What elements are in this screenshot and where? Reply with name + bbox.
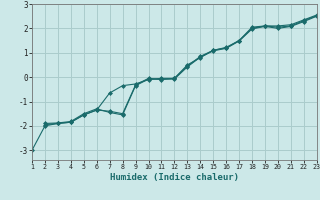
X-axis label: Humidex (Indice chaleur): Humidex (Indice chaleur) — [110, 173, 239, 182]
